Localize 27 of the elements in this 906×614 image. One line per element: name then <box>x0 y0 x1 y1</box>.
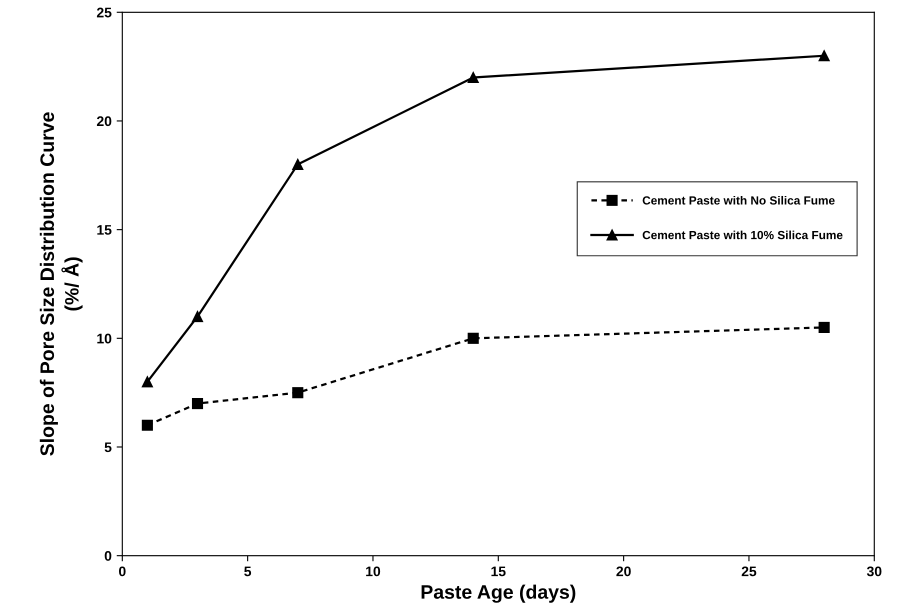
point <box>818 322 830 333</box>
x-tick-label: 10 <box>366 566 380 576</box>
y-tick-label: 20 <box>96 116 112 126</box>
x-tick-label: 5 <box>244 566 252 576</box>
x-tick-label: 15 <box>491 566 506 576</box>
point <box>818 50 830 62</box>
legend-label: Cement Paste with 10% Silica Fume <box>642 230 843 240</box>
y-tick-label: 5 <box>104 442 112 452</box>
point <box>192 311 204 322</box>
point <box>142 420 153 431</box>
x-tick-label: 30 <box>866 566 882 576</box>
x-tick-label: 25 <box>742 566 756 576</box>
y-tick-label: 10 <box>97 334 112 344</box>
y-tick-label: 25 <box>96 8 112 18</box>
point <box>468 72 479 84</box>
point <box>142 376 153 388</box>
point <box>292 158 304 170</box>
point <box>292 387 304 398</box>
x-tick-label: 20 <box>616 566 631 576</box>
point <box>468 332 479 344</box>
x-tick-label: 0 <box>118 566 126 576</box>
x-axis-title: Paste Age (days) <box>422 584 576 603</box>
y-tick-label: 15 <box>97 225 112 235</box>
point <box>192 398 204 410</box>
y-tick-label: 0 <box>104 551 112 561</box>
legend-label: Cement Paste with No Silica Fume <box>642 196 835 205</box>
y-axis-title: Slope of Pore Size Distribution Curve (%/ Å) <box>40 112 83 456</box>
